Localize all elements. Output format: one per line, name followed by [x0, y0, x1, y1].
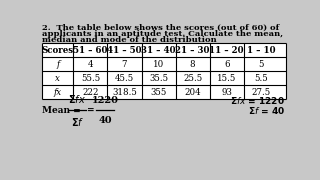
Text: fx: fx: [54, 87, 62, 96]
Text: 5.5: 5.5: [254, 74, 268, 83]
Text: x: x: [55, 74, 60, 83]
Text: 55.5: 55.5: [81, 74, 100, 83]
Text: 41 – 50: 41 – 50: [107, 46, 142, 55]
Bar: [42, 43, 286, 99]
Text: 1 – 10: 1 – 10: [247, 46, 275, 55]
Text: 6: 6: [224, 60, 229, 69]
Text: 35.5: 35.5: [149, 74, 168, 83]
Text: 1220: 1220: [92, 96, 119, 105]
Text: 11 – 20: 11 – 20: [210, 46, 244, 55]
Text: 21 – 30: 21 – 30: [175, 46, 210, 55]
Text: 2.  The table below shows the scores (out of 60) of: 2. The table below shows the scores (out…: [42, 24, 280, 32]
Text: 355: 355: [150, 87, 167, 96]
Text: 10: 10: [153, 60, 164, 69]
Text: 318.5: 318.5: [112, 87, 137, 96]
Text: Mean =: Mean =: [42, 106, 84, 115]
Text: f: f: [56, 60, 60, 69]
Text: $\mathbf{\Sigma}$$\mathit{f}$: $\mathbf{\Sigma}$$\mathit{f}$: [70, 116, 84, 128]
Text: 27.5: 27.5: [251, 87, 270, 96]
Text: median and mode of the distribution: median and mode of the distribution: [42, 36, 217, 44]
Text: 93: 93: [221, 87, 232, 96]
Text: 51 – 60: 51 – 60: [73, 46, 108, 55]
Text: 40: 40: [98, 116, 112, 125]
Text: $\mathbf{\Sigma}$$\mathit{f}$$\mathit{x}$ = 1220: $\mathbf{\Sigma}$$\mathit{f}$$\mathit{x}…: [230, 94, 285, 105]
Text: 222: 222: [82, 87, 99, 96]
Text: 8: 8: [190, 60, 196, 69]
Text: 15.5: 15.5: [217, 74, 236, 83]
Text: 31 – 40: 31 – 40: [141, 46, 176, 55]
Text: 7: 7: [122, 60, 127, 69]
Text: 25.5: 25.5: [183, 74, 202, 83]
Text: Scores: Scores: [42, 46, 74, 55]
Text: 4: 4: [88, 60, 93, 69]
Text: 45.5: 45.5: [115, 74, 134, 83]
Text: $\mathbf{\Sigma}$$\mathit{fx}$: $\mathbf{\Sigma}$$\mathit{fx}$: [68, 93, 86, 105]
Text: =: =: [87, 106, 94, 115]
Text: 204: 204: [184, 87, 201, 96]
Text: applicants in an aptitude test. Calculate the mean,: applicants in an aptitude test. Calculat…: [42, 30, 284, 38]
Text: 5: 5: [258, 60, 264, 69]
Text: $\mathbf{\Sigma}$$\mathit{f}$ = 40: $\mathbf{\Sigma}$$\mathit{f}$ = 40: [248, 105, 285, 116]
